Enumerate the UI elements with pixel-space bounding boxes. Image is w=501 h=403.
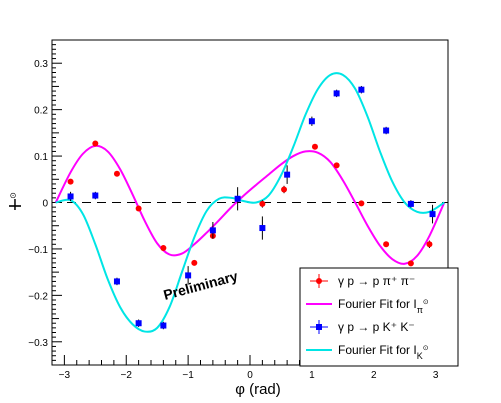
legend-marker-pion — [316, 278, 322, 284]
data-point-pion — [333, 162, 340, 169]
legend-label-superscript: ⊙ — [423, 344, 429, 352]
y-axis: −0.3 −0.2 −0.1 0 0.1 0.2 0.3 — [28, 39, 62, 366]
y-tick-label: 0 — [42, 199, 48, 210]
data-point-pion — [358, 200, 365, 207]
data-point-kaon — [259, 225, 266, 232]
data-point-pion — [407, 260, 414, 267]
data-point-kaon — [308, 118, 315, 125]
preliminary-annotation: Preliminary — [162, 268, 240, 303]
x-tick-label: 3 — [433, 370, 439, 381]
x-tick-label: 1 — [309, 370, 315, 381]
data-point-pion — [259, 200, 266, 207]
data-point-kaon — [113, 278, 120, 285]
y-tick-label: −0.2 — [28, 291, 48, 302]
legend-label-subscript: K — [417, 351, 423, 361]
legend-label-superscript: ⊙ — [423, 298, 429, 306]
data-point-pion — [135, 205, 142, 212]
data-point-kaon — [234, 195, 241, 202]
legend-label-pion: γ p → p π⁺ π⁻ — [338, 274, 415, 288]
data-point-kaon — [160, 322, 167, 329]
data-point-pion — [191, 259, 198, 266]
data-point-kaon — [383, 127, 390, 134]
data-point-pion — [383, 241, 390, 248]
legend-label-kaon: Fourier Fit for IK⊙ — [338, 343, 429, 361]
data-point-pion — [160, 245, 167, 251]
data-point-kaon — [358, 86, 365, 93]
x-tick-label: −2 — [121, 370, 133, 381]
data-points — [67, 85, 436, 330]
data-point-kaon — [407, 200, 414, 207]
data-point-kaon — [429, 211, 436, 218]
fit-curve-kaon — [55, 72, 445, 333]
data-point-kaon — [185, 272, 192, 279]
data-point-pion — [113, 170, 120, 177]
y-tick-label: 0.1 — [34, 152, 48, 163]
legend-marker-kaon — [316, 324, 322, 330]
data-point-pion — [92, 140, 99, 147]
y-tick-label: −0.1 — [28, 245, 48, 256]
y-tick-label: −0.3 — [28, 338, 48, 349]
x-tick-label: 2 — [371, 370, 377, 381]
legend-label-pion: Fourier Fit for Iπ⊙ — [338, 297, 429, 315]
x-tick-label: 0 — [247, 370, 253, 381]
data-point-pion — [311, 143, 318, 150]
data-point-pion — [67, 178, 74, 185]
y-axis-title-superscript: ⊙ — [10, 191, 17, 200]
data-point-kaon — [67, 193, 74, 200]
x-tick-label: −3 — [59, 370, 71, 381]
x-axis-title: φ (rad) — [235, 381, 281, 398]
data-point-pion — [281, 186, 288, 193]
legend-label-subscript: π — [417, 305, 423, 315]
legend: γ p → p π⁺ π⁻ Fourier Fit for Iπ⊙ γ p → p … — [299, 267, 459, 367]
data-point-kaon — [284, 171, 291, 178]
y-tick-label: 0.3 — [34, 59, 48, 70]
data-point-kaon — [333, 90, 340, 97]
y-axis-title: I⊙ — [9, 191, 21, 214]
data-point-pion — [426, 241, 433, 248]
fit-curve-pion — [54, 144, 446, 265]
data-point-kaon — [92, 192, 99, 199]
x-tick-label: −1 — [182, 370, 194, 381]
y-tick-label: 0.2 — [34, 106, 48, 117]
data-point-kaon — [209, 227, 216, 234]
fit-curves — [54, 72, 446, 333]
legend-label-kaon: γ p → p K⁺ K⁻ — [338, 320, 415, 334]
data-point-kaon — [135, 320, 142, 327]
